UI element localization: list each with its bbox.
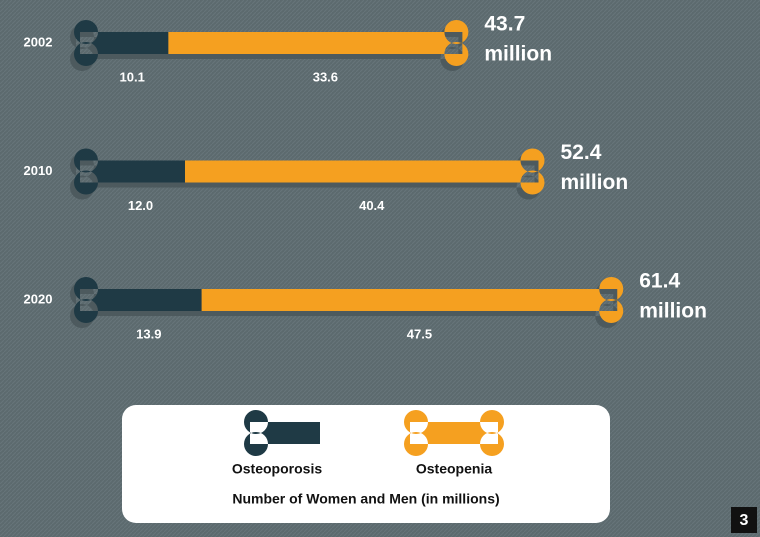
y-tick-label: 2020 (24, 291, 53, 306)
legend-label: Osteoporosis (232, 461, 322, 477)
legend-box (122, 405, 610, 523)
data-label: 10.1 (120, 69, 145, 84)
total-unit: million (639, 300, 707, 323)
legend-title: Number of Women and Men (in millions) (232, 491, 499, 507)
legend-label: Osteopenia (416, 461, 492, 477)
total-label: 43.7 (484, 13, 525, 36)
y-tick-label: 2002 (24, 34, 53, 49)
bar-segment (74, 148, 185, 195)
bar-segment (185, 148, 545, 195)
bar-segment (74, 277, 202, 323)
data-label: 47.5 (407, 326, 432, 341)
legend-swatch (404, 410, 504, 456)
data-label: 40.4 (359, 198, 385, 213)
bar-segment (201, 277, 624, 323)
figure-badge (731, 507, 757, 533)
total-label: 61.4 (639, 270, 680, 293)
total-label: 52.4 (561, 141, 602, 164)
data-label: 12.0 (128, 198, 153, 213)
figure-number: 3 (740, 512, 749, 529)
total-unit: million (484, 43, 552, 66)
total-unit: million (561, 171, 629, 194)
y-tick-label: 2010 (24, 163, 53, 178)
bar-segment (74, 20, 169, 66)
data-label: 13.9 (136, 326, 161, 341)
data-label: 33.6 (313, 69, 338, 84)
legend-swatch (244, 410, 320, 456)
bar-segment (168, 20, 469, 66)
